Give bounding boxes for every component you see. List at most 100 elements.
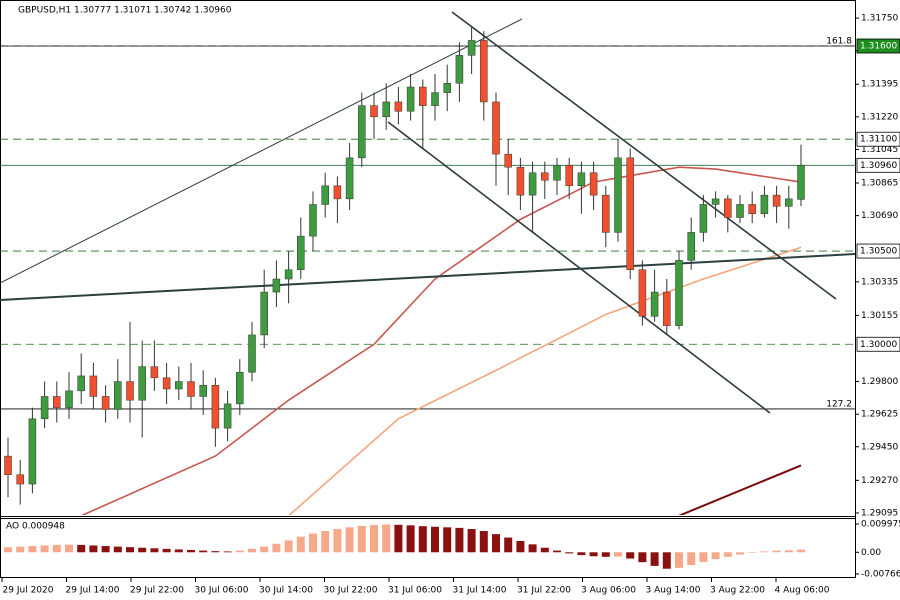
candle-body [358, 105, 366, 159]
ao-bar [138, 547, 147, 553]
candle-body [309, 204, 317, 237]
ao-bar [113, 546, 122, 553]
ao-bar [382, 524, 391, 553]
ao-bar [211, 551, 220, 553]
price-label-box [856, 131, 900, 147]
candle-body [797, 165, 805, 200]
y-tick-label: 1.31395 [861, 80, 898, 90]
candle-body [260, 291, 268, 336]
candle-body [187, 381, 195, 397]
candle-body [114, 381, 122, 410]
candle-body [162, 377, 171, 390]
x-tick-label: 30 Jul 14:00 [259, 586, 313, 596]
candle-body [602, 194, 610, 233]
ao-bar [345, 527, 354, 553]
ao-tick-label: 0.009975 [861, 519, 900, 529]
candle-body [772, 194, 781, 207]
candle-body [126, 381, 134, 401]
frame [0, 0, 856, 578]
ao-bar [248, 548, 256, 553]
ao-bar [260, 546, 269, 553]
ao-bar [77, 544, 86, 553]
ao-bar [528, 544, 537, 553]
y-tick-label: 1.30335 [861, 277, 898, 287]
price-label: 1.30000 [860, 340, 897, 350]
fib-label: 127.2 [826, 399, 852, 409]
trend-line [0, 18, 523, 284]
ao-bar [199, 550, 208, 553]
price-label: 1.30960 [860, 161, 897, 171]
x-tick-label: 31 Jul 22:00 [517, 586, 571, 596]
ao-bar [65, 544, 73, 553]
ao-bar [601, 552, 610, 557]
x-tick-label: 29 Jul 22:00 [130, 586, 184, 596]
candle-body [467, 40, 476, 56]
candle-body [101, 396, 110, 410]
ao-bar [296, 536, 305, 553]
moving-average [288, 246, 802, 515]
y-tick-label: 1.30865 [861, 179, 898, 189]
candle-body [53, 396, 61, 408]
x-tick-label: 31 Jul 14:00 [453, 586, 507, 596]
candle-body [541, 172, 549, 181]
ao-bar [479, 531, 488, 553]
x-tick-label: 4 Aug 06:00 [775, 586, 830, 596]
ao-bar [540, 547, 549, 553]
ao-title: AO 0.000948 [6, 522, 65, 532]
candle-body [284, 269, 293, 280]
candle-body [724, 198, 732, 218]
candle-body [748, 204, 756, 215]
trend-line [387, 121, 771, 414]
ao-bar [650, 552, 659, 566]
ao-bar [577, 552, 586, 556]
y-tick-label: 1.31750 [861, 14, 898, 24]
candle-body [199, 385, 207, 397]
candle-body [455, 55, 464, 84]
candle-body [4, 455, 12, 475]
ao-bar [443, 527, 452, 553]
candle-body [345, 157, 354, 200]
ao-bar [101, 546, 110, 553]
ao-bar [748, 552, 757, 553]
candle-body [248, 334, 256, 373]
candle-body [150, 366, 159, 379]
ao-bar [235, 550, 244, 553]
candle-body [89, 375, 98, 397]
ao-bar [394, 524, 403, 553]
ao-bar [797, 549, 805, 553]
y-tick-label: 1.29270 [861, 476, 898, 486]
candle-body [223, 403, 232, 429]
ao-bar [431, 526, 439, 553]
y-tick-label: 1.31045 [861, 145, 898, 155]
price-label: 1.30500 [860, 247, 897, 257]
candle-body [431, 92, 439, 106]
x-tick-label: 3 Aug 06:00 [581, 586, 636, 596]
ao-bar [150, 548, 159, 553]
ao-bar [784, 550, 793, 553]
trend-line [451, 11, 837, 300]
ao-bar [418, 526, 427, 553]
y-tick-label: 1.30690 [861, 211, 898, 221]
candle-body [394, 101, 403, 112]
candle-body [663, 291, 671, 326]
ao-tick-label: -0.007662 [861, 570, 900, 580]
price-label: 1.31600 [860, 42, 897, 52]
trend-lines [0, 11, 856, 414]
candle-body [687, 232, 695, 261]
ao-bar [687, 552, 696, 566]
ao-bar [187, 550, 195, 553]
candle-body [504, 153, 512, 168]
candle-body [333, 185, 342, 200]
ao-bar [614, 552, 622, 557]
ao-bar [675, 552, 683, 568]
ao-bar [370, 525, 378, 553]
ao-bar [589, 552, 598, 557]
candle-body [406, 86, 415, 112]
candle-body [528, 172, 537, 196]
candle-body [614, 157, 622, 233]
ao-bar [272, 543, 281, 553]
candle-body [236, 371, 244, 405]
candle-body [211, 385, 220, 429]
x-tick-label: 3 Aug 22:00 [710, 586, 765, 596]
